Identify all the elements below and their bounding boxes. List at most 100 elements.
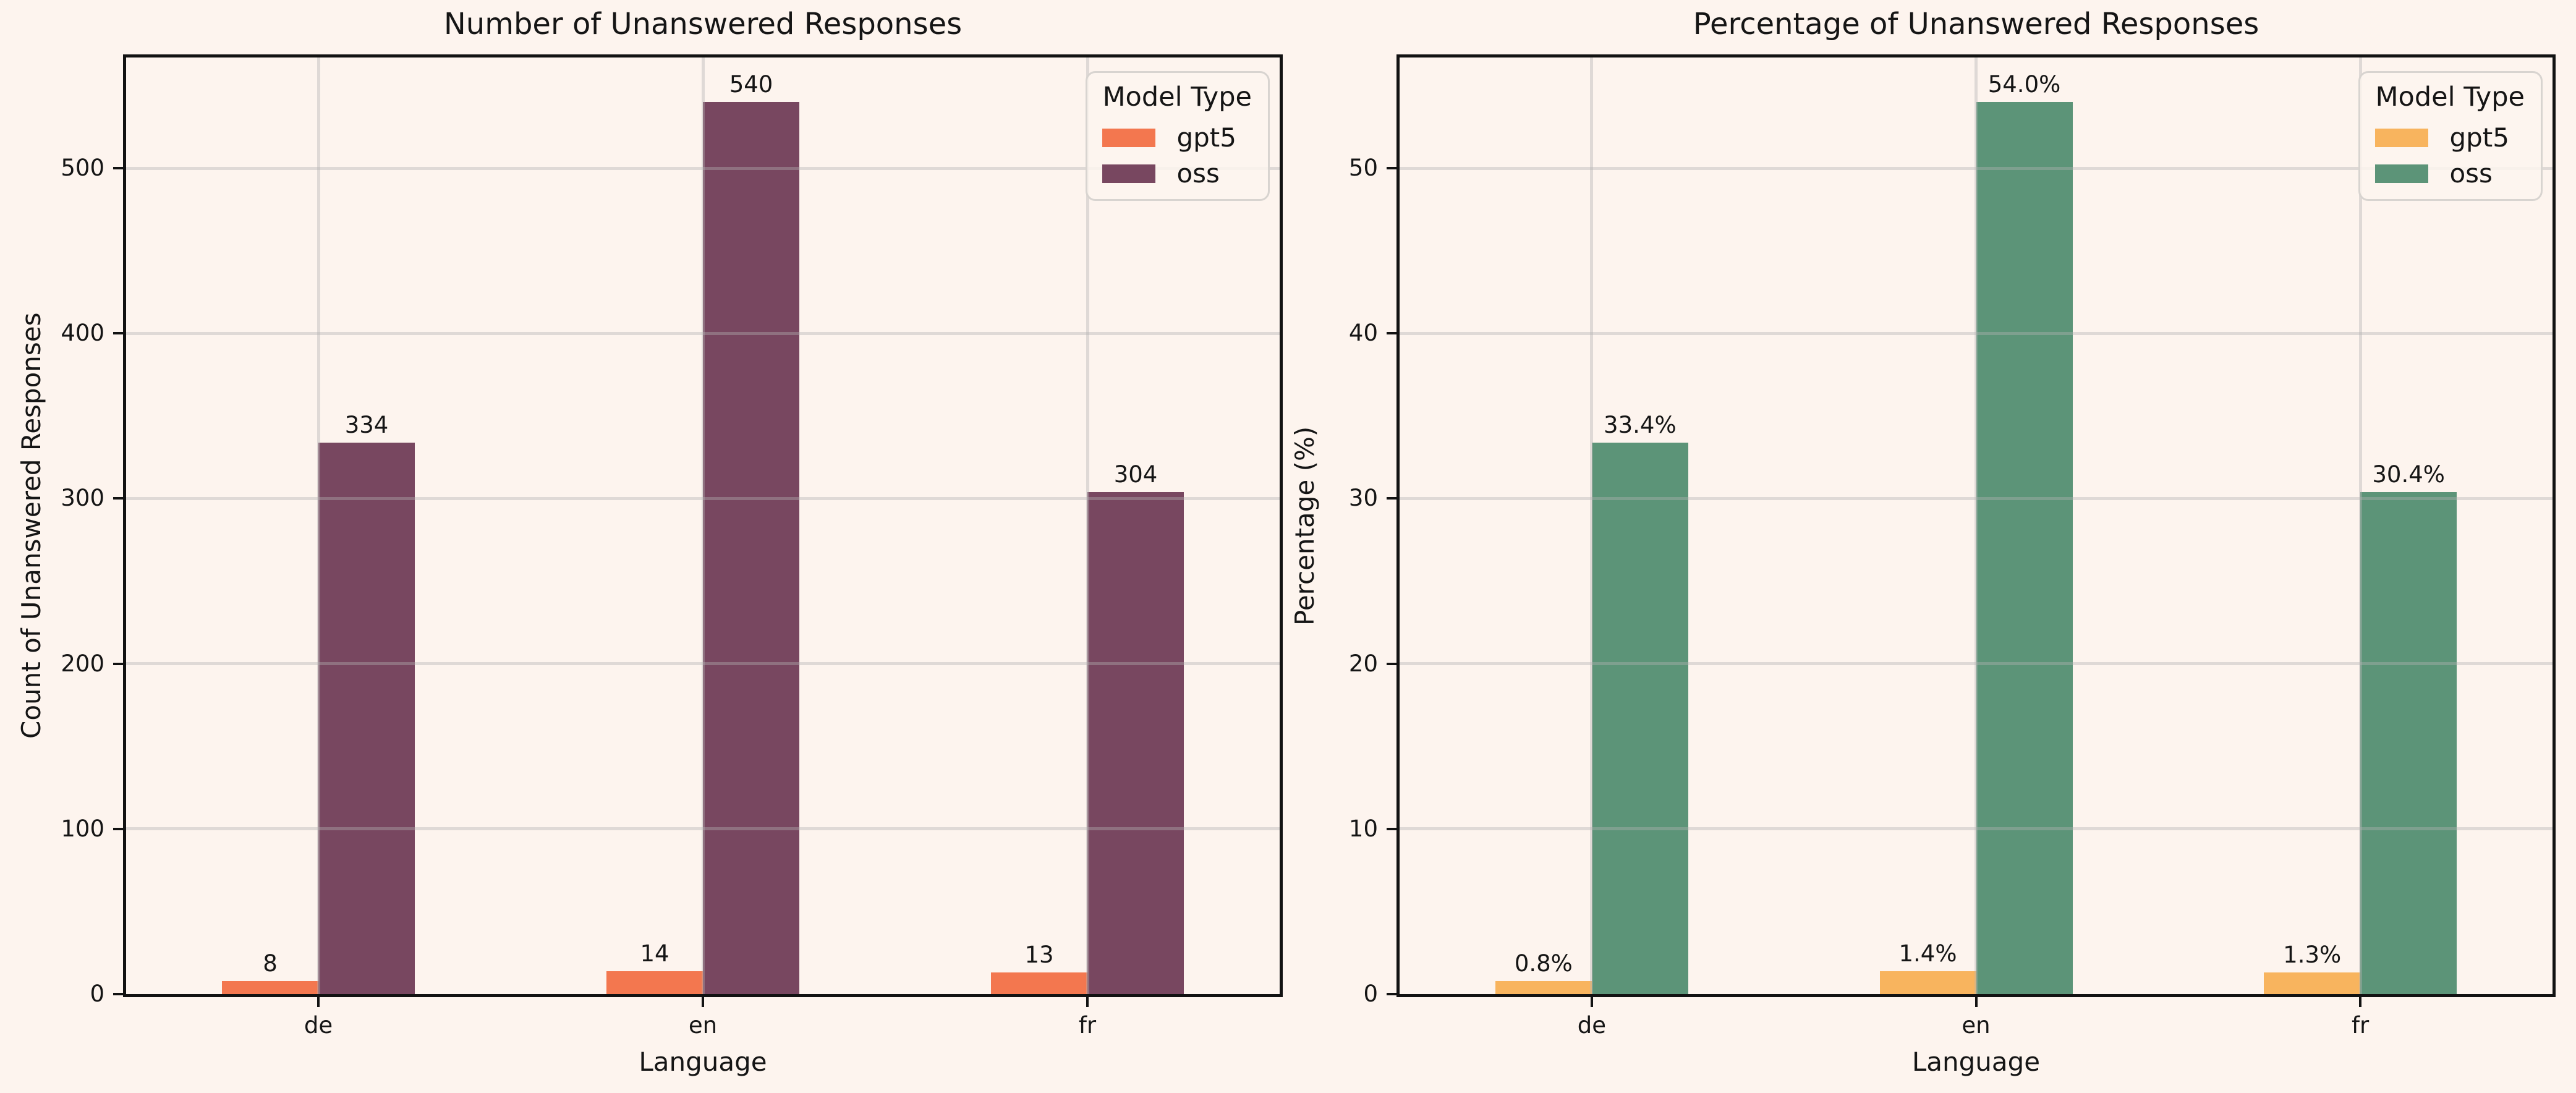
bar-value-label: 30.4% [2372,461,2445,488]
x-tick-label: fr [1078,1012,1097,1039]
gridline-horizontal [126,827,1280,831]
panel-percentage: Percentage of Unanswered Responses Perce… [1288,0,2576,1093]
bar-value-label: 0.8% [1514,950,1573,977]
bar-value-label: 540 [729,71,773,98]
y-tick-mark [1387,332,1396,335]
y-tick-label: 10 [1348,815,1378,842]
x-axis-label: Language [639,1047,767,1077]
x-tick-mark [2359,997,2362,1007]
y-tick-mark [113,827,123,830]
plot-area: Model Type gpt5 oss 8 334 14 540 13 304 [123,54,1283,997]
gridline-horizontal [1400,827,2553,831]
gridline-vertical [317,57,320,994]
y-tick-mark [113,993,123,995]
y-axis-label: Percentage (%) [1289,426,1320,626]
gridline-vertical [1590,57,1594,994]
bar-value-label: 304 [1113,461,1158,488]
x-tick-mark [702,997,704,1007]
legend-item-label: oss [1176,158,1220,189]
y-tick-mark [113,332,123,335]
bar-gpt5-de [1495,980,1592,994]
bar-gpt5-fr [2264,972,2361,994]
bar-oss-en [703,102,799,994]
gridline-horizontal [1400,662,2553,666]
y-tick-label: 0 [1363,980,1378,1007]
gridline-horizontal [1400,331,2553,335]
y-tick-mark [1387,993,1396,995]
y-tick-mark [1387,827,1396,830]
bar-value-label: 33.4% [1604,411,1677,438]
y-tick-label: 100 [61,815,104,842]
gridline-horizontal [126,496,1280,500]
panel-count: Number of Unanswered Responses Count of … [15,7,1283,1077]
gridline-vertical [1975,57,1978,994]
y-tick-label: 50 [1348,155,1378,182]
y-tick-mark [113,497,123,500]
x-tick-mark [1086,997,1089,1007]
x-tick-mark [317,997,320,1007]
y-tick-mark [113,167,123,170]
gpt5-swatch [2375,128,2429,147]
bar-oss-de [1591,442,1688,994]
bar-value-label: 334 [344,411,389,438]
x-tick-label: en [688,1012,718,1039]
oss-swatch [1102,164,1156,183]
legend-item-gpt5: gpt5 [1102,122,1252,153]
y-tick-label: 20 [1348,650,1378,677]
legend-item-oss: oss [1102,158,1252,189]
legend-title: Model Type [2375,82,2525,113]
legend-title: Model Type [1102,82,1252,113]
bar-gpt5-de [222,980,318,994]
gridline-vertical [701,57,705,994]
y-tick-label: 300 [61,485,104,512]
legend: Model Type gpt5 oss [1086,71,1270,201]
y-tick-mark [1387,167,1396,170]
bar-value-label: 13 [1024,942,1054,969]
bar-value-label: 14 [640,940,670,967]
y-axis-label: Count of Unanswered Responses [15,312,46,739]
y-tick-mark [1387,662,1396,665]
gridline-horizontal [1400,166,2553,170]
y-tick-mark [1387,497,1396,500]
bar-gpt5-fr [991,972,1087,994]
legend-item-oss: oss [2375,160,2525,187]
x-tick-label: fr [2352,1012,2370,1039]
gridline-vertical [2358,57,2362,994]
gpt5-swatch [1102,128,1156,147]
legend-items: gpt5 oss [1102,122,1252,189]
legend-item-label: gpt5 [1176,122,1236,153]
bar-oss-en [1976,102,2073,994]
y-tick-label: 30 [1348,485,1378,512]
chart-title: Number of Unanswered Responses [443,7,963,41]
bar-oss-fr [1087,491,1184,994]
bar-gpt5-en [1879,971,1976,994]
plot-area: Model Type gpt5 oss 0.8% 33.4% 1.4% 54.0% 1.3… [1396,54,2556,997]
x-tick-label: de [304,1012,333,1039]
y-tick-label: 500 [61,155,104,182]
legend: Model Type gpt5 oss [2358,71,2543,201]
legend-items: gpt5 oss [2375,122,2525,187]
x-tick-mark [1590,997,1593,1007]
bar-value-label: 1.4% [1898,940,1957,967]
y-tick-label: 40 [1348,320,1378,347]
gridline-horizontal [126,166,1280,170]
bar-value-label: 1.3% [2283,942,2342,969]
legend-item-gpt5: gpt5 [2375,122,2525,153]
chart-title: Percentage of Unanswered Responses [1693,7,2259,41]
gridline-horizontal [126,331,1280,335]
bar-value-label: 8 [263,950,278,977]
y-tick-label: 0 [90,980,104,1007]
oss-swatch [2375,164,2429,183]
bar-oss-fr [2360,491,2457,994]
gridline-horizontal [126,662,1280,666]
x-tick-label: de [1577,1012,1606,1039]
bar-gpt5-en [606,971,703,994]
y-tick-mark [113,662,123,665]
y-tick-label: 200 [61,650,104,677]
x-axis-label: Language [1911,1047,2041,1077]
bar-oss-de [318,442,415,994]
legend-item-label: gpt5 [2449,122,2509,153]
gridline-horizontal [1400,496,2553,500]
y-tick-label: 400 [61,320,104,347]
